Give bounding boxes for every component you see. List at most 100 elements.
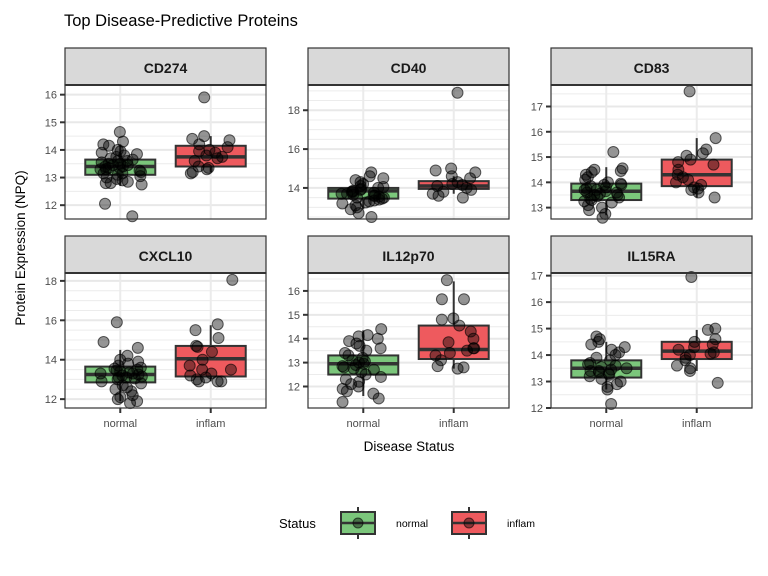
data-point-inflam (684, 153, 697, 166)
data-point-inflam (691, 182, 704, 195)
data-point-normal (353, 339, 366, 352)
data-point-normal (358, 355, 371, 368)
normal-box (327, 186, 400, 200)
x-tick-label: normal (589, 418, 623, 430)
data-point-inflam (440, 274, 453, 287)
data-point-normal (596, 201, 609, 214)
y-tick-label: 13 (531, 377, 543, 389)
facet-strip-label: CD274 (144, 60, 188, 76)
data-point-inflam (708, 191, 721, 204)
data-point-normal (377, 180, 390, 193)
data-point-normal (610, 186, 623, 199)
data-point-normal (134, 166, 147, 179)
facet-strip (550, 47, 753, 86)
legend-title: Status (279, 516, 316, 531)
facet-strip-label: CXCL10 (139, 248, 193, 264)
data-point-inflam (429, 164, 442, 177)
data-point-normal (335, 187, 348, 200)
data-point-normal (614, 164, 627, 177)
y-tick-label: 16 (531, 127, 543, 139)
y-tick-label: 12 (45, 200, 57, 212)
facet-strip (550, 235, 753, 274)
facet-strip (64, 47, 267, 86)
data-point-inflam (711, 376, 724, 389)
data-point-inflam (191, 340, 204, 353)
facet-strip-label: CD40 (391, 60, 427, 76)
data-point-inflam (457, 293, 470, 306)
data-point-inflam (451, 86, 464, 99)
legend-key-inflam: inflam (451, 507, 535, 539)
data-point-inflam (695, 178, 708, 191)
y-tick-label: 14 (45, 145, 57, 157)
data-point-inflam (467, 332, 480, 345)
data-point-inflam (446, 178, 459, 191)
data-point-normal (106, 159, 119, 172)
data-point-inflam (434, 354, 447, 367)
data-point-inflam (192, 375, 205, 388)
data-point-normal (112, 371, 125, 384)
data-point-inflam (435, 313, 448, 326)
data-point-inflam (431, 360, 444, 373)
data-point-inflam (221, 141, 234, 154)
y-tick-label: 17 (531, 271, 543, 283)
y-tick-label: 13 (288, 358, 300, 370)
data-point-normal (343, 335, 356, 348)
facet-strip-label: CD83 (634, 60, 670, 76)
data-point-inflam (190, 373, 203, 386)
data-point-inflam (432, 189, 445, 202)
y-tick-label: 15 (45, 117, 57, 129)
data-point-inflam (692, 186, 705, 199)
y-tick-label: 12 (288, 381, 300, 393)
data-point-inflam (672, 343, 685, 356)
data-point-inflam (211, 318, 224, 331)
y-tick-label: 15 (531, 152, 543, 164)
facet-panel-cxcl10: CXCL10 12 14 16 18 normal inflam (45, 235, 267, 430)
x-axis-title: Disease Status (364, 439, 455, 454)
data-point-inflam (226, 273, 239, 286)
data-point-inflam (683, 85, 696, 98)
data-point-normal (111, 393, 124, 406)
data-point-inflam (211, 375, 224, 388)
data-point-normal (99, 177, 112, 190)
y-tick-label: 14 (288, 334, 300, 346)
y-tick-label: 17 (531, 101, 543, 113)
facet-panel-cd83: CD83 13 14 15 16 17 (531, 47, 753, 224)
data-point-normal (598, 178, 611, 191)
data-point-normal (610, 378, 623, 391)
data-point-normal (122, 357, 135, 370)
data-point-normal (340, 385, 353, 398)
facet-strip-label: IL15RA (627, 248, 675, 264)
x-tick-label: normal (346, 418, 380, 430)
data-point-inflam (200, 163, 213, 176)
data-point-inflam (216, 150, 229, 163)
data-point-normal (95, 146, 108, 159)
data-point-normal (126, 210, 139, 223)
data-point-normal (352, 207, 365, 220)
data-point-inflam (442, 336, 455, 349)
data-point-inflam (685, 270, 698, 283)
chart-title: Top Disease-Predictive Proteins (64, 12, 298, 30)
data-point-normal (365, 211, 378, 224)
data-point-normal (336, 197, 349, 210)
y-tick-label: 16 (45, 315, 57, 327)
data-point-normal (128, 372, 141, 385)
data-point-normal (131, 341, 144, 354)
legend: Status normal inflam (279, 507, 535, 539)
data-point-normal (352, 380, 365, 393)
data-point-normal (337, 361, 350, 374)
data-point-normal (124, 397, 137, 410)
data-point-inflam (709, 132, 722, 145)
facet-strip (307, 47, 510, 86)
legend-label: normal (396, 518, 428, 530)
data-point-normal (584, 364, 597, 377)
data-point-normal (99, 197, 112, 210)
data-point-normal (371, 332, 384, 345)
y-tick-label: 12 (45, 394, 57, 406)
data-point-normal (620, 362, 633, 375)
data-point-inflam (461, 344, 474, 357)
data-point-normal (116, 167, 129, 180)
x-tick-label: inflam (682, 418, 711, 430)
data-point-normal (97, 335, 110, 348)
data-point-inflam (683, 364, 696, 377)
